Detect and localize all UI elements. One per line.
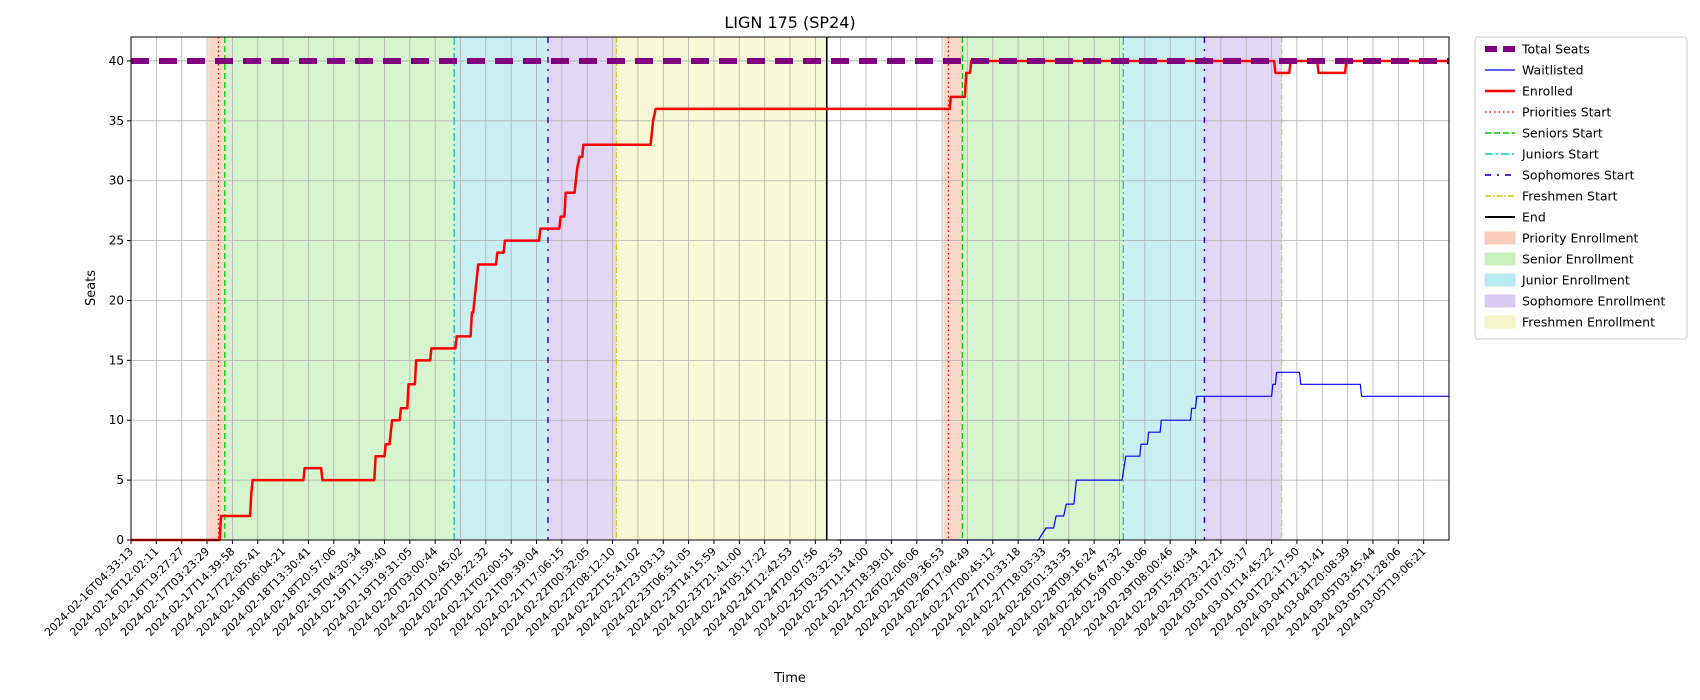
phase-span-junior-enrollment <box>454 37 548 540</box>
y-tick-label: 25 <box>109 234 124 248</box>
legend-label: Juniors Start <box>1521 147 1599 162</box>
y-tick-label: 35 <box>109 114 124 128</box>
y-tick-label: 15 <box>109 353 124 367</box>
legend-swatch <box>1484 273 1516 287</box>
legend-label: Senior Enrollment <box>1522 252 1634 267</box>
phase-span-sophomore-enrollment <box>1204 37 1282 540</box>
legend-swatch <box>1484 294 1516 308</box>
chart-title: LIGN 175 (SP24) <box>724 13 855 32</box>
y-tick-label: 30 <box>109 174 124 188</box>
phase-span-priority-enrollment <box>208 37 225 540</box>
legend-label: Sophomore Enrollment <box>1522 294 1666 309</box>
legend-swatch <box>1484 252 1516 266</box>
y-axis-ticks: 0 5 10 15 20 25 30 35 40 <box>109 54 131 547</box>
series-waitlisted <box>838 371 1449 541</box>
legend-label: Seniors Start <box>1522 126 1603 141</box>
y-tick-label: 20 <box>109 293 124 307</box>
y-tick-label: 40 <box>109 54 124 68</box>
phase-span-freshmen-enrollment <box>616 37 827 540</box>
legend-label: Freshmen Enrollment <box>1522 315 1655 330</box>
x-axis-ticks: 2024-02-16T04:33:132024-02-16T12:02:1120… <box>42 540 1429 639</box>
phase-span-sophomore-enrollment <box>547 37 617 540</box>
y-tick-label: 0 <box>116 533 124 547</box>
legend-box <box>1474 36 1688 340</box>
x-axis-label: Time <box>773 671 806 686</box>
grid-lines <box>130 37 1449 541</box>
legend-label: Priorities Start <box>1522 105 1611 120</box>
legend-swatch <box>1484 315 1516 329</box>
data-series <box>131 58 1449 542</box>
legend-label: Freshmen Start <box>1522 189 1618 204</box>
phase-span-senior-enrollment <box>962 37 1124 540</box>
legend-label: End <box>1522 210 1546 225</box>
phase-span-junior-enrollment <box>1123 37 1205 540</box>
legend-label: Priority Enrollment <box>1522 231 1639 246</box>
legend: Total Seats Waitlisted Enrolled Priorities … <box>1474 36 1688 340</box>
series-enrolled <box>131 59 1449 542</box>
phase-spans <box>208 37 1282 540</box>
legend-label: Total Seats <box>1521 42 1590 57</box>
y-tick-label: 10 <box>109 413 124 427</box>
legend-label: Waitlisted <box>1522 63 1584 78</box>
phase-span-senior-enrollment <box>224 37 455 540</box>
phase-span-priority-enrollment <box>943 37 963 540</box>
phase-markers <box>217 37 1283 540</box>
legend-swatch <box>1484 231 1516 245</box>
legend-label: Enrolled <box>1522 84 1573 99</box>
legend-label: Junior Enrollment <box>1521 273 1630 288</box>
y-axis-label: Seats <box>84 270 99 306</box>
y-tick-label: 5 <box>116 473 124 487</box>
legend-label: Sophomores Start <box>1522 168 1635 183</box>
